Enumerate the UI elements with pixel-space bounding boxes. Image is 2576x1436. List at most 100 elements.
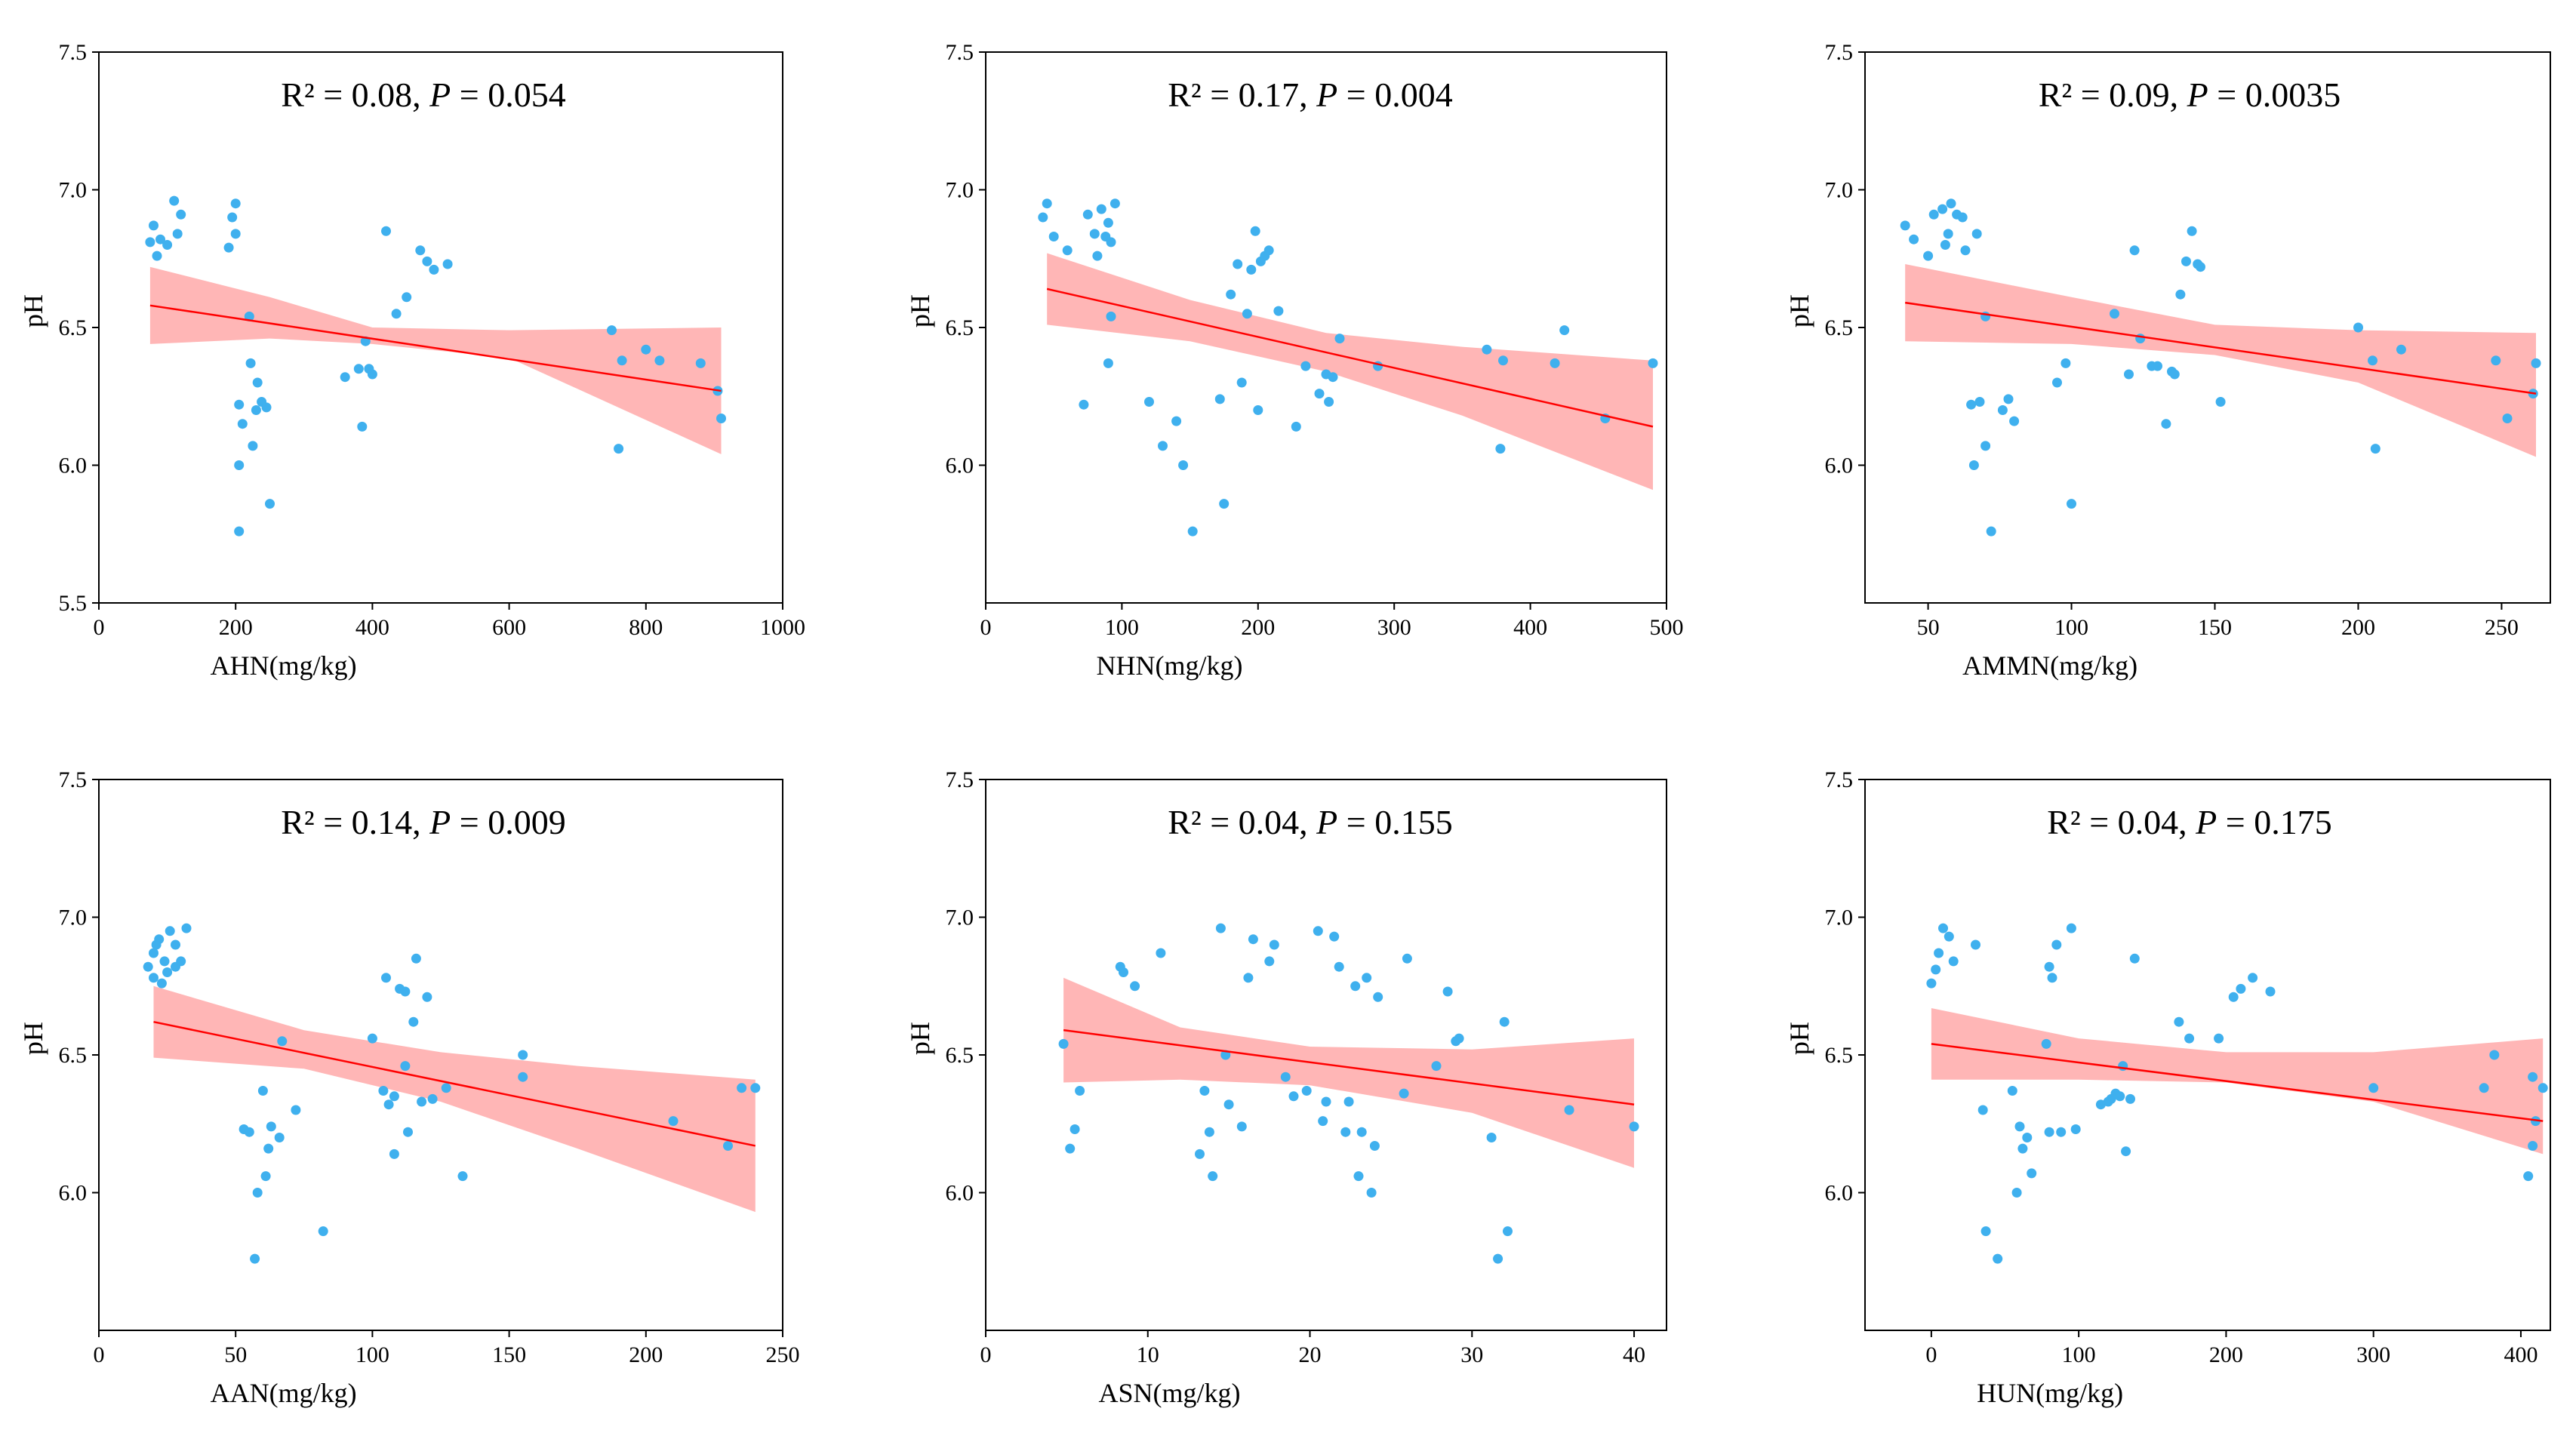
data-point-4: [1062, 245, 1073, 256]
data-point-41: [2368, 1083, 2379, 1093]
data-point-1: [1058, 1038, 1069, 1049]
data-point-35: [2184, 1033, 2195, 1044]
data-point-25: [1236, 377, 1247, 388]
data-point-20: [1187, 526, 1198, 537]
data-point-22: [2052, 377, 2062, 388]
data-point-36: [2214, 1033, 2224, 1044]
data-point-42: [457, 1171, 468, 1182]
x-tick-label: 200: [1241, 615, 1275, 640]
data-point-41: [1442, 986, 1453, 997]
data-point-30: [389, 1148, 399, 1159]
data-point-17: [2041, 1038, 2051, 1049]
data-point-9: [1980, 1226, 1991, 1237]
data-point-8: [1946, 198, 1956, 209]
data-point-40: [427, 1093, 438, 1104]
data-point-43: [1495, 444, 1506, 454]
data-point-27: [1246, 264, 1257, 275]
x-tick-label: 0: [980, 615, 992, 640]
scatter-panel-2: 0 100 200 300 400 500 6.0 6.5 7.0 7.5 NHN(mg/kg) pH…: [905, 40, 1684, 681]
data-point-39: [1402, 953, 1412, 964]
data-point-32: [2125, 1093, 2135, 1104]
x-tick-label: 200: [629, 1342, 663, 1367]
y-axis-label: pH: [1784, 294, 1814, 327]
data-point-6: [156, 978, 167, 989]
scatter-panel-1: 0 200 400 600 800 1000 5.5 6.0 6.5 7.0 7.5 AHN(mg/k…: [18, 40, 805, 681]
data-point-21: [266, 1121, 276, 1132]
data-point-24: [2070, 1124, 2081, 1134]
y-tick-label: 6.0: [1825, 454, 1854, 478]
data-point-26: [367, 1033, 377, 1044]
data-point-26: [2124, 369, 2134, 380]
y-tick-label: 7.0: [59, 906, 88, 930]
data-point-31: [2161, 419, 2171, 429]
data-point-46: [723, 1141, 733, 1151]
data-point-37: [442, 259, 453, 269]
data-point-33: [1273, 306, 1284, 316]
data-point-26: [353, 364, 364, 374]
y-axis-label: pH: [905, 1022, 935, 1055]
data-point-44: [2491, 355, 2501, 366]
data-point-13: [234, 399, 245, 410]
data-point-9: [223, 242, 234, 253]
data-point-47: [737, 1083, 747, 1093]
data-point-23: [261, 402, 272, 413]
data-point-12: [1208, 1171, 1218, 1182]
data-point-24: [265, 499, 275, 509]
data-point-28: [1334, 961, 1344, 972]
data-point-15: [1103, 358, 1113, 368]
data-point-34: [1291, 421, 1301, 432]
data-point-40: [2353, 322, 2363, 333]
x-tick-label: 0: [1925, 1342, 1937, 1367]
data-point-35: [2181, 256, 2191, 266]
data-point-20: [2003, 394, 2014, 404]
data-point-39: [2215, 397, 2226, 407]
data-point-31: [389, 1091, 399, 1102]
data-point-31: [2121, 1146, 2131, 1157]
data-point-7: [1089, 229, 1100, 239]
y-axis-label: pH: [18, 294, 48, 327]
data-point-18: [1986, 526, 1996, 537]
data-point-11: [1960, 245, 1971, 256]
y-axis-label: pH: [905, 294, 935, 327]
stats-annotation: R² = 0.04, P = 0.175: [2047, 803, 2331, 841]
data-point-16: [1236, 1121, 1247, 1132]
scatter-panel-3: 50 100 150 200 250 6.0 6.5 7.0 7.5 AMMN(mg/kg) pH R…: [1784, 40, 2551, 681]
x-tick-label: 50: [224, 1342, 247, 1367]
data-point-28: [1250, 226, 1260, 236]
data-point-19: [248, 441, 258, 451]
y-tick-label: 6.5: [1825, 1043, 1854, 1068]
data-point-42: [2479, 1083, 2489, 1093]
confidence-band: [1905, 264, 2536, 457]
data-point-30: [1343, 1096, 1354, 1107]
scatter-panel-5: 0 10 20 30 40 6.0 6.5 7.0 7.5 ASN(mg/kg) pH R² = 0.…: [905, 767, 1667, 1408]
y-tick-label: 6.5: [1825, 315, 1854, 340]
data-point-42: [654, 355, 665, 366]
x-tick-label: 100: [1105, 615, 1139, 640]
data-point-35: [403, 1127, 413, 1137]
data-point-2: [149, 948, 158, 958]
data-point-11: [2007, 1086, 2017, 1096]
data-point-10: [1199, 1086, 1210, 1096]
data-point-22: [1288, 1091, 1299, 1102]
x-tick-label: 300: [2356, 1342, 2390, 1367]
y-tick-label: 6.0: [59, 454, 88, 478]
x-axis-label: ASN(mg/kg): [1099, 1378, 1241, 1408]
data-point-3: [1069, 1124, 1080, 1134]
data-point-25: [1318, 1116, 1328, 1127]
x-tick-label: 250: [766, 1342, 800, 1367]
data-point-49: [1629, 1121, 1639, 1132]
data-point-27: [2129, 245, 2140, 256]
data-point-10: [1957, 212, 1968, 223]
x-tick-label: 0: [94, 1342, 105, 1367]
data-point-1: [1038, 212, 1048, 223]
data-point-38: [417, 1096, 427, 1107]
y-tick-label: 5.5: [59, 591, 88, 616]
data-point-35: [1300, 361, 1311, 371]
data-point-9: [1195, 1148, 1205, 1159]
data-point-6: [1082, 209, 1093, 220]
scatter-panel-4: 0 50 100 150 200 250 6.0 6.5 7.0 7.5 AAN(mg/kg) pH R…: [18, 767, 800, 1408]
data-point-45: [1550, 358, 1560, 368]
data-point-1: [1926, 978, 1937, 989]
x-axis-label: HUN(mg/kg): [1977, 1378, 2123, 1408]
